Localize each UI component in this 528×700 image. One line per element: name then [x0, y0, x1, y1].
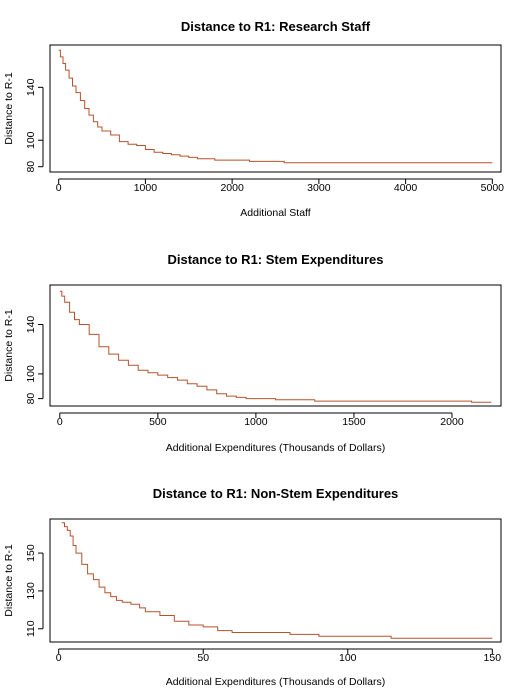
x-tick-label: 2000: [440, 416, 464, 428]
chart-title: Distance to R1: Research Staff: [181, 19, 371, 34]
x-tick-label: 0: [56, 652, 62, 664]
chart-panel-1: Distance to R1: Research Staff 0 1000 2000 3…: [3, 19, 504, 219]
x-tick-label: 2000: [220, 182, 244, 194]
x-tick-label: 4000: [394, 182, 418, 194]
x-tick-label: 1500: [342, 416, 366, 428]
y-tick-label: 130: [25, 582, 37, 600]
x-axis-label: Additional Expenditures (Thousands of Do…: [166, 442, 385, 454]
x-tick-label: 0: [57, 416, 63, 428]
plot-frame: [49, 518, 502, 643]
plot-frame: [49, 44, 502, 173]
y-tick-label: 100: [25, 131, 37, 149]
y-tick-label: 80: [25, 393, 37, 405]
y-tick-label: 80: [25, 161, 37, 173]
y-tick-label: 140: [25, 316, 37, 334]
y-axis-label: Distance to R-1: [3, 72, 15, 145]
chart-panel-2: Distance to R1: Stem Expenditures 0 500 100…: [3, 252, 502, 454]
y-tick-label: 140: [25, 78, 37, 96]
x-tick-label: 150: [484, 652, 502, 664]
y-axis-label: Distance to R-1: [3, 544, 15, 617]
chart-title: Distance to R1: Stem Expenditures: [168, 252, 384, 267]
x-tick-label: 500: [149, 416, 167, 428]
x-tick-label: 3000: [307, 182, 331, 194]
series-line: [61, 522, 493, 639]
x-tick-label: 1000: [244, 416, 268, 428]
x-tick-label: 100: [339, 652, 357, 664]
y-tick-label: 110: [25, 620, 37, 637]
x-tick-label: 0: [56, 182, 62, 194]
series-line: [58, 49, 493, 164]
x-axis-label: Additional Staff: [240, 207, 311, 219]
chart-title: Distance to R1: Non-Stem Expenditures: [153, 486, 399, 501]
chart-panel-3: Distance to R1: Non-Stem Expenditures 0 50…: [3, 486, 502, 688]
x-tick-label: 5000: [481, 182, 505, 194]
y-tick-label: 150: [25, 544, 37, 562]
y-axis-label: Distance to R-1: [3, 309, 15, 382]
y-tick-label: 100: [25, 365, 37, 383]
x-tick-label: 50: [197, 652, 209, 664]
series-line: [59, 290, 492, 403]
plot-frame: [49, 284, 502, 407]
x-axis-label: Additional Expenditures (Thousands of Do…: [166, 676, 385, 688]
x-tick-label: 1000: [134, 182, 158, 194]
